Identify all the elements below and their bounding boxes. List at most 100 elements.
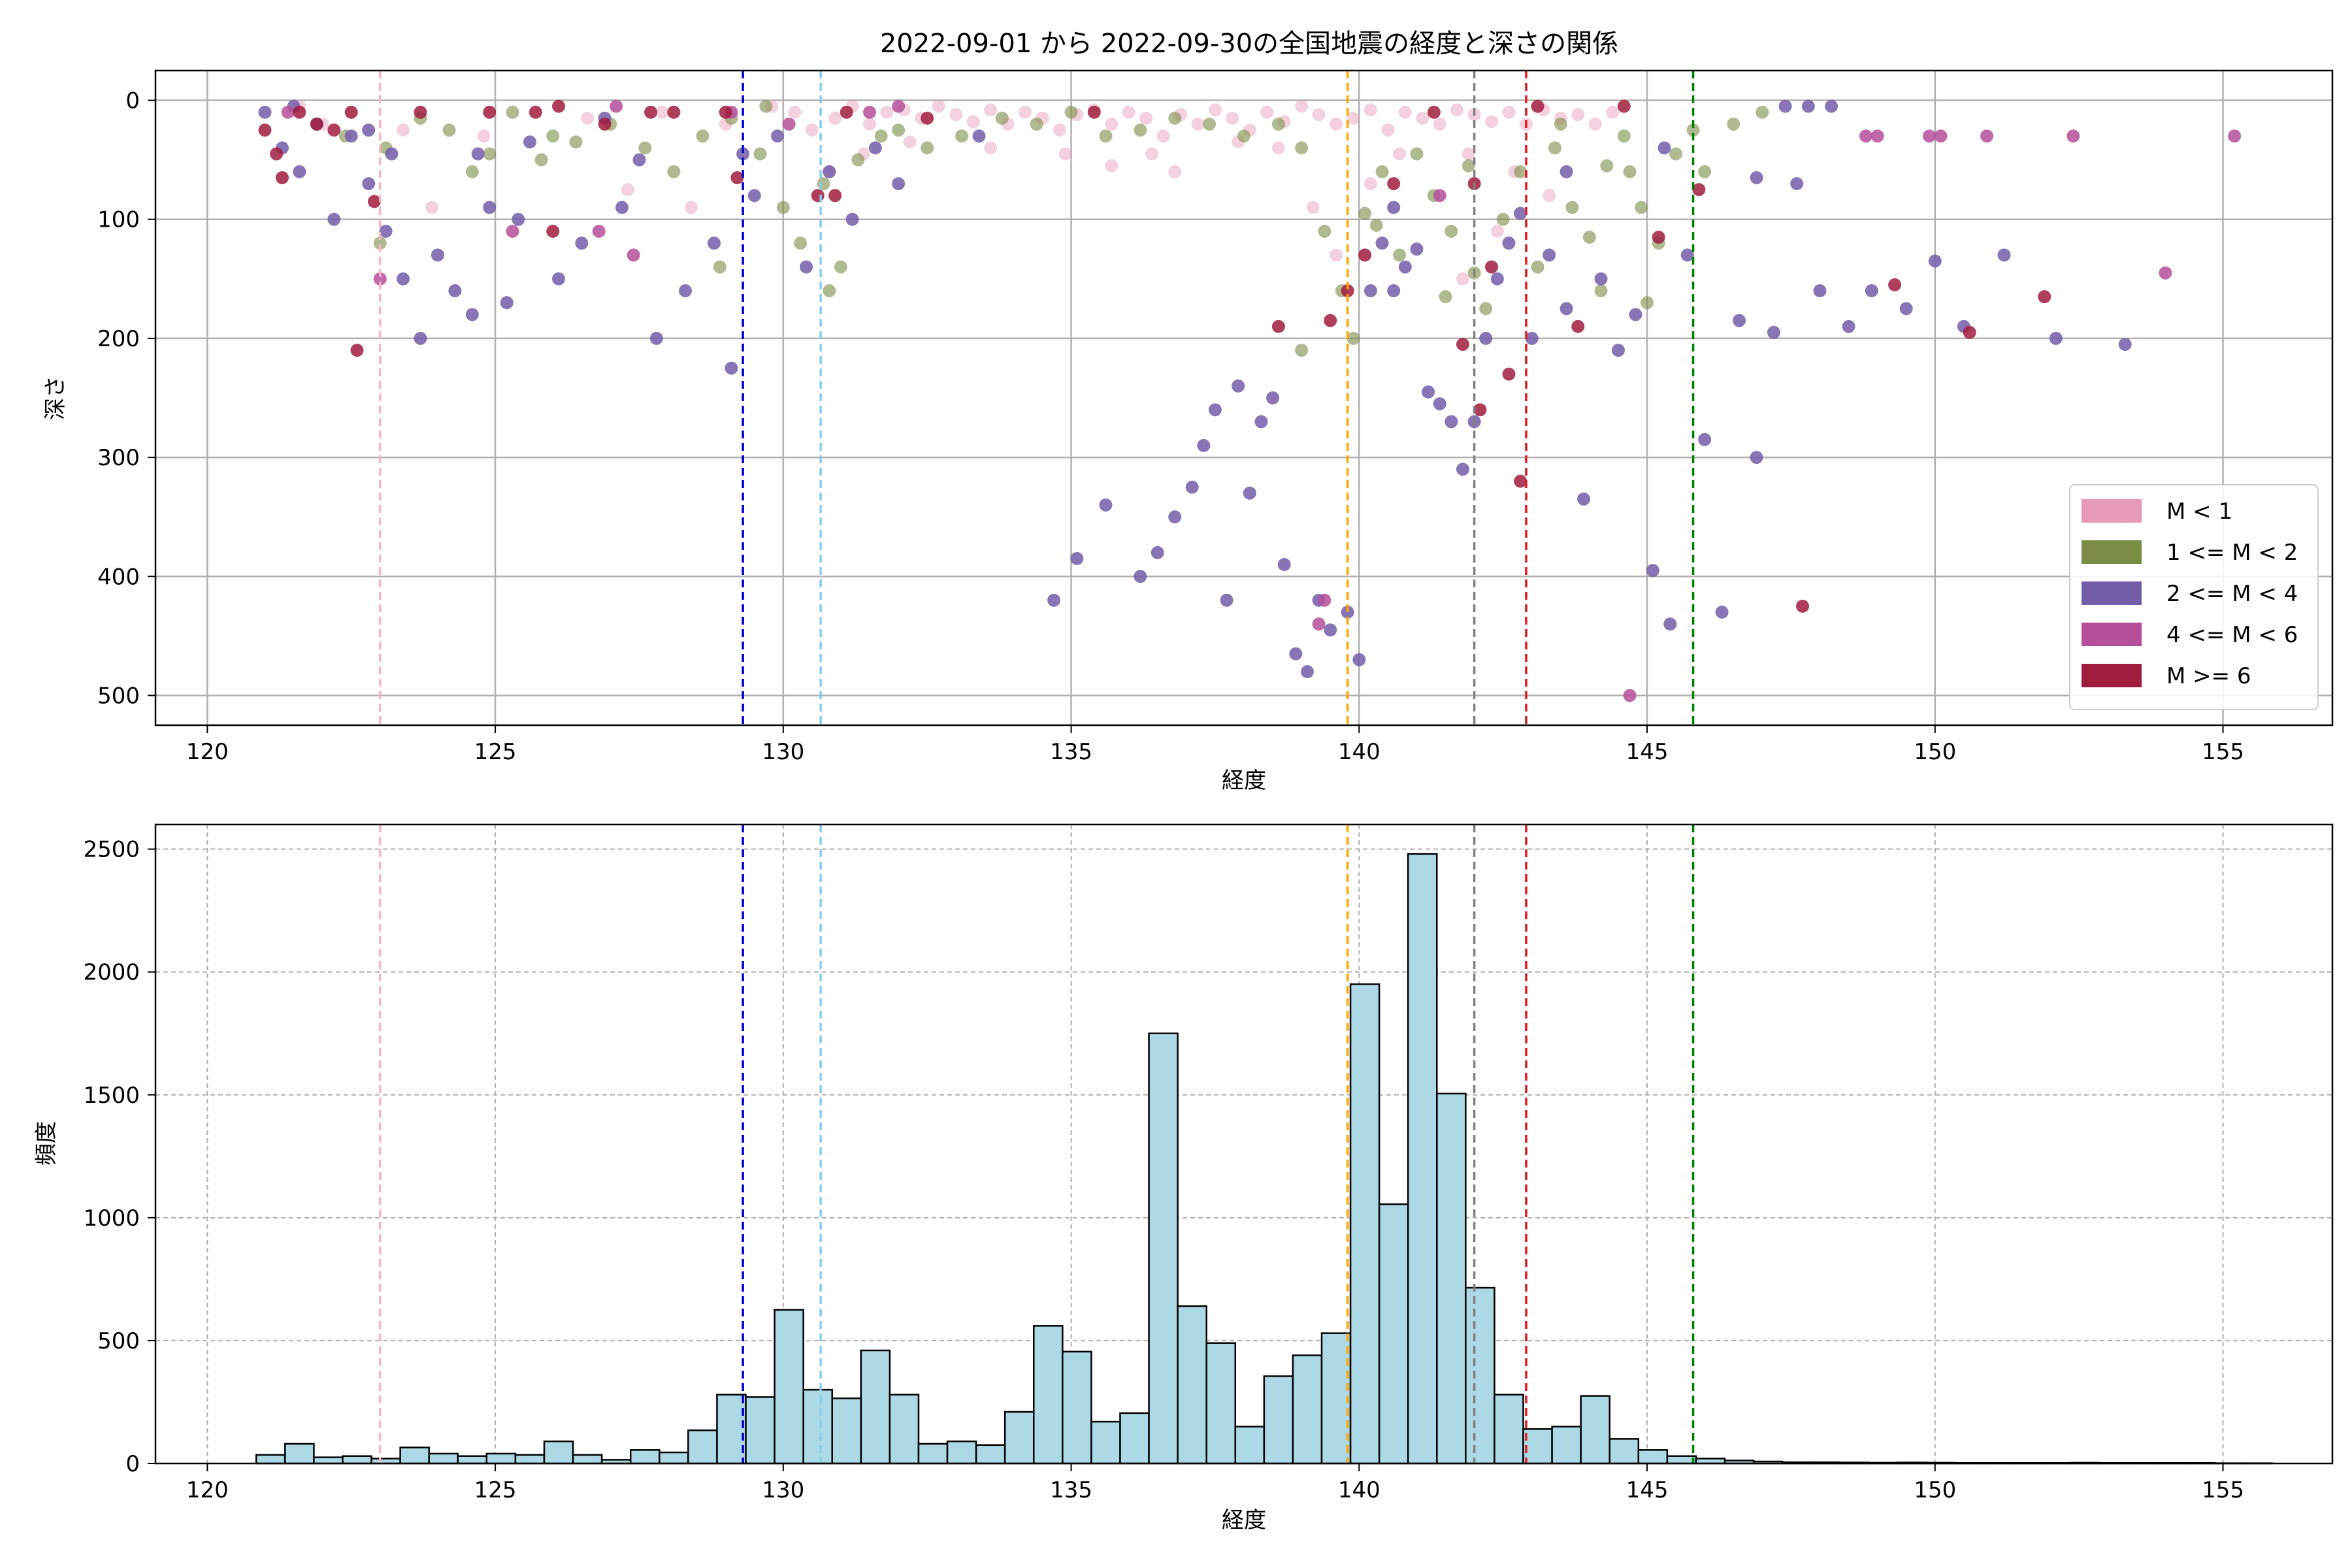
scatter-point: [1427, 105, 1441, 119]
scatter-point: [1790, 177, 1804, 191]
scatter-point: [1330, 117, 1343, 131]
histogram-axes-frame: [154, 823, 2334, 1465]
scatter-point: [1514, 474, 1527, 488]
scatter-point: [1727, 117, 1740, 131]
scatter-point: [1450, 103, 1464, 117]
scatter-point: [1105, 159, 1119, 172]
legend-swatch: [2082, 581, 2142, 605]
scatter-point: [759, 99, 773, 113]
histogram-bar: [889, 1394, 920, 1465]
histogram-x-tick-label: 145: [1626, 1477, 1669, 1503]
scatter-point: [1168, 510, 1182, 524]
scatter-point: [270, 147, 284, 161]
scatter-point: [955, 129, 969, 143]
scatter-point: [1571, 319, 1585, 333]
scatter-point: [327, 123, 341, 137]
scatter-point: [1324, 314, 1337, 327]
scatter-point: [771, 129, 784, 143]
scatter-point: [730, 171, 744, 184]
histogram-bar: [745, 1396, 776, 1465]
legend-label: M < 1: [2166, 498, 2232, 525]
scatter-point: [1462, 147, 1475, 161]
scatter-series: [281, 99, 2242, 702]
scatter-point: [1324, 623, 1337, 637]
scatter-point: [512, 212, 525, 226]
scatter-point: [1778, 99, 1792, 113]
scatter-point: [1594, 284, 1608, 298]
scatter-point: [1318, 593, 1331, 607]
scatter-point: [483, 201, 497, 214]
scatter-point: [984, 103, 998, 117]
histogram-x-tick-label: 155: [2202, 1477, 2244, 1503]
scatter-point: [1381, 123, 1395, 137]
scatter-point: [828, 111, 842, 125]
scatter-panel: 120 125 130 135 140 145 150 155 0 100 200 300 400 50…: [42, 69, 2334, 794]
scatter-point: [892, 177, 906, 191]
scatter-point: [868, 141, 882, 155]
scatter-point: [1387, 177, 1401, 191]
scatter-point: [1646, 564, 1659, 578]
scatter-point: [569, 135, 583, 149]
scatter-x-tick-label: 130: [762, 739, 804, 765]
histogram-x-tick-label: 135: [1050, 1477, 1092, 1503]
scatter-point: [1623, 689, 1637, 702]
scatter-point: [1635, 201, 1648, 214]
scatter-x-tick-label: 150: [1914, 739, 1956, 765]
scatter-point: [1266, 391, 1280, 404]
scatter-point: [1801, 99, 1815, 113]
scatter-point: [1358, 248, 1372, 262]
histogram-bar: [1522, 1428, 1553, 1465]
histogram-y-axis-label: 頻度: [33, 1121, 59, 1166]
scatter-point: [684, 201, 698, 214]
scatter-point: [1058, 147, 1072, 161]
legend-swatch: [2082, 664, 2142, 687]
scatter-point: [1629, 308, 1642, 321]
scatter-point: [1047, 593, 1061, 607]
scatter-y-ticks: 0 100 200 300 400 500: [97, 88, 155, 709]
scatter-point: [1306, 201, 1320, 214]
scatter-point: [800, 260, 813, 274]
scatter-point: [258, 105, 272, 119]
scatter-point: [747, 189, 761, 203]
histogram-bar: [543, 1440, 574, 1465]
scatter-point: [1208, 403, 1222, 417]
scatter-point: [1410, 147, 1424, 161]
histogram-x-tick-label: 150: [1914, 1477, 1956, 1503]
scatter-legend: M < 1 1 <= M < 2 2 <= M < 4 4 <= M < 6 M >= …: [2069, 484, 2319, 710]
scatter-point: [995, 111, 1009, 125]
histogram-panel: 120 125 130 135 140 145 150 155 0 500 1000 1500 200…: [33, 823, 2334, 1533]
scatter-point: [1433, 189, 1446, 203]
scatter-point: [921, 141, 934, 155]
histogram-bar: [629, 1449, 661, 1465]
scatter-point: [921, 111, 934, 125]
scatter-point: [1641, 296, 1654, 310]
scatter-point: [1473, 403, 1487, 417]
scatter-point: [483, 105, 497, 119]
scatter-point: [667, 105, 681, 119]
scatter-point: [1105, 117, 1119, 131]
scatter-point: [1899, 302, 1913, 316]
scatter-point: [782, 117, 796, 131]
scatter-point: [1997, 248, 2011, 262]
scatter-point: [581, 111, 595, 125]
scatter-point: [1134, 570, 1147, 583]
scatter-point: [1490, 272, 1504, 286]
histogram-bar: [1637, 1449, 1669, 1465]
histogram-bar: [802, 1388, 833, 1465]
scatter-point: [1686, 123, 1700, 137]
scatter-point: [1888, 278, 1902, 291]
scatter-y-tick-label: 0: [125, 88, 140, 114]
scatter-point: [506, 105, 519, 119]
scatter-point: [880, 105, 894, 119]
scatter-point: [1341, 284, 1354, 298]
scatter-point: [1358, 206, 1372, 220]
scatter-point: [1398, 105, 1412, 119]
scatter-point: [719, 105, 732, 119]
scatter-point: [1813, 284, 1827, 298]
scatter-point: [465, 165, 479, 178]
scatter-point: [1347, 331, 1360, 345]
scatter-point: [1312, 108, 1326, 122]
scatter-point: [949, 108, 963, 122]
scatter-point: [966, 115, 980, 129]
scatter-point: [1197, 438, 1211, 452]
